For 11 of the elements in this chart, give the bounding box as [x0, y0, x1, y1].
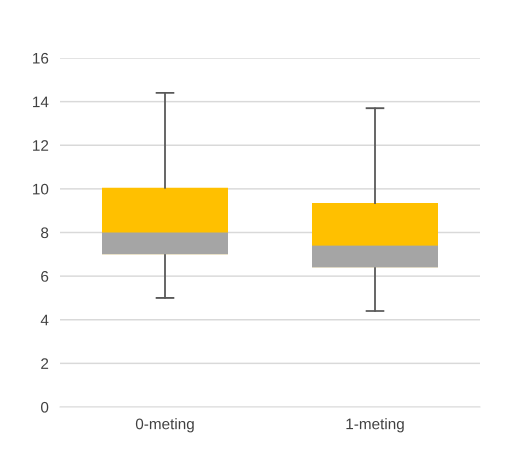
y-tick-label: 16: [33, 52, 48, 64]
y-tick-label: 4: [40, 314, 48, 326]
x-tick-label: 0-meting: [136, 418, 194, 432]
y-tick-label: 8: [41, 227, 48, 238]
y-tick-label: 2: [41, 358, 48, 369]
x-tick-label: 1-meting: [346, 418, 404, 432]
y-tick-label: 6: [41, 270, 48, 282]
y-tick-label: 10: [33, 184, 48, 195]
y-tick-label: 14: [33, 96, 48, 108]
y-tick-label: 0: [40, 402, 48, 413]
y-tick-label: 12: [33, 140, 48, 151]
